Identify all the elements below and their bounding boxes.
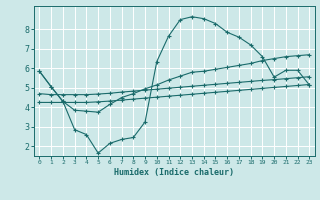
X-axis label: Humidex (Indice chaleur): Humidex (Indice chaleur) — [114, 168, 234, 177]
